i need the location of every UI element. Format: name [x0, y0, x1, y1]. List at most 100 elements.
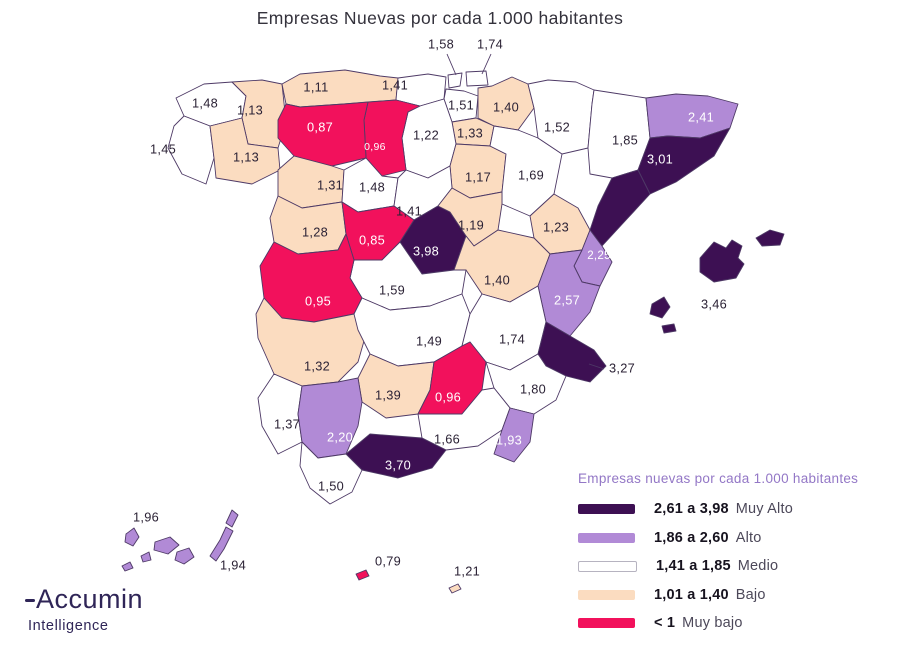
- legend-name: Bajo: [735, 586, 766, 603]
- legend-range: < 1: [654, 615, 676, 631]
- region-value-label-acoruna: 1,48: [192, 95, 218, 110]
- legend-item-bajo: 1,01 a 1,40 Bajo: [578, 586, 896, 604]
- region-value-label-madrid: 3,98: [413, 243, 439, 258]
- region-value-label-vizcaya: 1,58: [428, 36, 454, 51]
- legend-item-muy_alto: 2,61 a 3,98 Muy Alto: [578, 500, 896, 518]
- region-value-label-cuenca: 1,40: [484, 272, 510, 287]
- legend-swatch-muy_alto: [578, 504, 635, 514]
- region-value-label-fuerteventura: 1,94: [220, 557, 246, 572]
- region-value-label-gipuzkoa: 1,74: [477, 36, 503, 51]
- region-value-label-teruel: 1,23: [543, 219, 569, 234]
- region-malaga: [345, 433, 447, 479]
- region-ibiza: [649, 296, 671, 319]
- region-value-label-avila: 0,85: [359, 232, 385, 247]
- region-value-label-leon: 0,87: [307, 119, 333, 134]
- region-cadiz: [299, 441, 363, 505]
- region-value-label-toledo: 1,59: [379, 282, 405, 297]
- region-tarragona: [589, 169, 651, 247]
- region-value-label-burgos: 1,22: [413, 127, 439, 142]
- region-value-label-jaen: 0,96: [435, 389, 461, 404]
- logo-dash-icon: [25, 598, 35, 603]
- legend-name: Alto: [735, 529, 762, 546]
- region-value-label-valencia: 2,57: [554, 292, 580, 307]
- region-value-label-albacete: 1,74: [499, 331, 525, 346]
- region-value-label-valladolid: 1,48: [359, 179, 385, 194]
- region-value-label-soria: 1,17: [465, 169, 491, 184]
- region-value-label-larioja: 1,33: [457, 125, 483, 140]
- page-title: Empresas Nuevas por cada 1.000 habitante…: [256, 8, 624, 28]
- logo-name: Accumin: [36, 584, 144, 614]
- region-value-label-lleida: 1,85: [612, 132, 638, 147]
- region-value-label-barcelona: 3,01: [647, 151, 673, 166]
- region-value-label-zamora: 1,31: [317, 177, 343, 192]
- region-gomera: [140, 551, 152, 563]
- region-tenerife: [153, 536, 180, 555]
- region-value-label-badajoz: 1,32: [304, 358, 330, 373]
- callout-line-vizcaya: [446, 53, 457, 76]
- region-badajoz: [255, 297, 367, 387]
- region-value-label-pontevedra: 1,45: [150, 141, 176, 156]
- region-value-label-alava: 1,51: [448, 97, 474, 112]
- region-value-label-navarra: 1,40: [493, 99, 519, 114]
- region-value-label-cantabria: 1,41: [382, 77, 408, 92]
- legend-range: 1,86 a 2,60: [654, 529, 729, 546]
- region-almeria: [493, 407, 535, 463]
- legend-item-medio: 1,41 a 1,85 Medio: [578, 557, 896, 575]
- map-legend: Empresas nuevas por cada 1.000 habitante…: [578, 471, 896, 643]
- region-value-label-castellon: 2,25: [587, 250, 611, 262]
- region-lanzarote: [225, 509, 239, 528]
- logo-wordmark: Accumin: [25, 584, 143, 615]
- region-value-label-ceuta: 0,79: [375, 553, 401, 568]
- legend-swatch-alto: [578, 532, 635, 543]
- legend-swatch-muy_bajo: [578, 618, 635, 628]
- callout-line-gipuzkoa: [481, 53, 492, 75]
- region-menorca: [755, 229, 785, 247]
- legend-name: Muy bajo: [682, 615, 743, 631]
- region-value-label-tenerife: 1,96: [133, 509, 159, 524]
- region-gipuzkoa: [465, 70, 489, 87]
- region-melilla: [448, 583, 462, 594]
- region-mallorca: [699, 239, 745, 283]
- region-value-label-ciudadreal: 1,49: [416, 333, 442, 348]
- region-value-label-salamanca: 1,28: [302, 224, 328, 239]
- legend-item-muy_bajo: < 1 Muy bajo: [578, 614, 896, 632]
- legend-range: 1,01 a 1,40: [654, 586, 729, 603]
- region-guadalajara: [437, 187, 503, 247]
- region-vizcaya: [447, 72, 463, 89]
- region-ceuta: [355, 569, 370, 581]
- region-value-label-sevilla: 2,20: [327, 429, 353, 444]
- region-grancanaria: [174, 547, 195, 565]
- region-value-label-guadalajara: 1,19: [458, 217, 484, 232]
- accumin-logo: Accumin Intelligence: [25, 584, 143, 634]
- legend-name: Muy Alto: [735, 501, 793, 517]
- region-value-label-lugo: 1,13: [237, 102, 263, 117]
- legend-range: 2,61 a 3,98: [654, 501, 729, 517]
- callout-line-alicante: [588, 363, 605, 370]
- region-value-label-almeria: 1,93: [496, 432, 522, 447]
- region-value-label-girona: 2,41: [688, 109, 714, 124]
- region-value-label-cordoba: 1,39: [375, 387, 401, 402]
- legend-range: 1,41 a 1,85: [656, 558, 731, 574]
- region-fuerteventura: [209, 526, 234, 562]
- region-value-label-segovia: 1,41: [396, 203, 422, 218]
- region-value-label-ourense: 1,13: [233, 149, 259, 164]
- legend-title: Empresas nuevas por cada 1.000 habitante…: [578, 471, 859, 486]
- legend-item-alto: 1,86 a 2,60 Alto: [578, 529, 896, 547]
- region-value-label-palencia: 0,96: [364, 141, 386, 153]
- region-value-label-murcia: 1,80: [520, 381, 546, 396]
- region-value-label-asturias: 1,11: [303, 79, 328, 94]
- legend-name: Medio: [737, 558, 779, 574]
- logo-tagline: Intelligence: [28, 618, 109, 634]
- region-value-label-mallorca: 3,46: [701, 296, 727, 311]
- region-value-label-zaragoza: 1,69: [518, 167, 544, 182]
- legend-swatch-bajo: [578, 589, 635, 600]
- region-value-label-melilla: 1,21: [454, 563, 480, 578]
- region-value-label-granada: 1,66: [434, 431, 460, 446]
- region-value-label-cadiz: 1,50: [318, 478, 344, 493]
- region-value-label-huesca: 1,52: [544, 119, 570, 134]
- region-lapalma: [124, 527, 140, 547]
- region-value-label-huelva: 1,37: [274, 416, 300, 431]
- region-value-label-malaga: 3,70: [385, 457, 411, 472]
